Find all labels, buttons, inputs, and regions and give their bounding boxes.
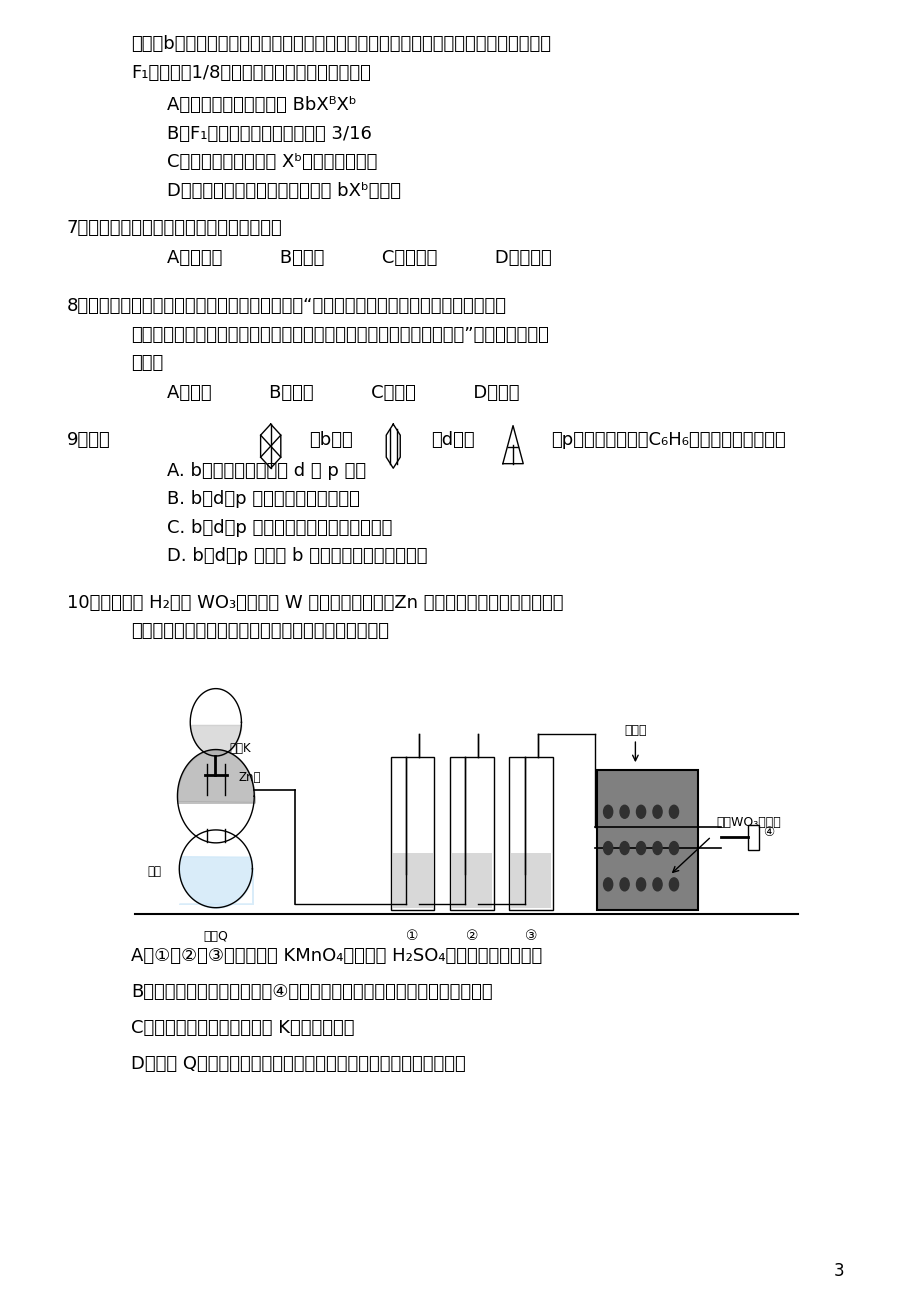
Text: 没食子酸溶液用于吸收少量氧气），下列说法正确的是: 没食子酸溶液用于吸收少量氧气），下列说法正确的是 (130, 622, 389, 641)
Text: 基因（b）为显性，位于常染色体上。现有一只红眼长翅果蜗与一只白眼长翅果蜗交配，: 基因（b）为显性，位于常染色体上。现有一只红眼长翅果蜗与一只白眼长翅果蜗交配， (130, 35, 550, 53)
Text: （d）、: （d）、 (430, 431, 474, 449)
Text: 8．《本草衍义》中对精制碜霜过程有如下叙述：“取碜之法，将生碜就置火上，以器覆之，: 8．《本草衍义》中对精制碜霜过程有如下叙述：“取碜之法，将生碜就置火上，以器覆之… (67, 297, 506, 315)
Circle shape (636, 841, 645, 854)
Circle shape (619, 878, 629, 891)
Circle shape (652, 878, 662, 891)
Text: 3: 3 (833, 1262, 843, 1280)
Text: （b）、: （b）、 (309, 431, 353, 449)
Text: A．亲本雌蜗的基因型是 BbXᴮXᵇ: A．亲本雌蜗的基因型是 BbXᴮXᵇ (167, 96, 357, 115)
Text: C．结束反应时，先关闭活塞 K，再停止加热: C．结束反应时，先关闭活塞 K，再停止加热 (130, 1019, 354, 1038)
Text: 盐酸: 盐酸 (147, 866, 161, 879)
Text: （p）的分子式均为C₆H₆，下列说法正确的是: （p）的分子式均为C₆H₆，下列说法正确的是 (550, 431, 786, 449)
Text: 方法是: 方法是 (130, 354, 163, 372)
Bar (747, 824, 758, 850)
Circle shape (619, 805, 629, 818)
Circle shape (669, 878, 678, 891)
Text: A．蜗馏          B．升华          C．干馏          D．萍取: A．蜗馏 B．升华 C．干馏 D．萍取 (167, 384, 519, 402)
Text: C. b、d、p 均可与酸性高锡酸鯨溶液反应: C. b、d、p 均可与酸性高锡酸鯨溶液反应 (167, 518, 392, 536)
Text: B．F₁中出现长翅雄蜗的概率为 3/16: B．F₁中出现长翅雄蜗的概率为 3/16 (167, 125, 372, 143)
Text: 装置Q: 装置Q (203, 930, 228, 943)
Text: A．尼龙绳          B．宣纸          C．羊绒衫          D．棉衬衣: A．尼龙绳 B．宣纸 C．羊绒衫 D．棉衬衣 (167, 249, 551, 267)
Bar (509, 758, 552, 910)
Text: ①: ① (406, 930, 418, 943)
Circle shape (619, 841, 629, 854)
Text: 管式炉: 管式炉 (623, 724, 646, 737)
Bar (451, 853, 492, 907)
Text: D. b、d、p 中只有 b 的所有原子处于同一平面: D. b、d、p 中只有 b 的所有原子处于同一平面 (167, 547, 427, 565)
Text: C．雌、雄亲本产生含 Xᵇ配子的比例相同: C．雌、雄亲本产生含 Xᵇ配子的比例相同 (167, 154, 378, 171)
Text: 9．已知: 9．已知 (67, 431, 110, 449)
Text: A．①、②、③中依次盛装 KMnO₄溶液、浓 H₂SO₄、焦性没食子酸溶液: A．①、②、③中依次盛装 KMnO₄溶液、浓 H₂SO₄、焦性没食子酸溶液 (130, 947, 541, 965)
Text: ④: ④ (763, 825, 774, 838)
Text: B. b、d、p 的二氯代物均只有三种: B. b、d、p 的二氯代物均只有三种 (167, 491, 360, 508)
Text: 10．实验室用 H₂还原 WO₃制备金属 W 的装置如图所示（Zn 粒中往往含有碳等杂质，焦性: 10．实验室用 H₂还原 WO₃制备金属 W 的装置如图所示（Zn 粒中往往含有… (67, 594, 562, 612)
Text: 令碜烟上飞着覆器，遂凝结累然下垂如乳，尖长者为胜，平短者次之。”文中涉及的操作: 令碜烟上飞着覆器，遂凝结累然下垂如乳，尖长者为胜，平短者次之。”文中涉及的操作 (130, 326, 548, 344)
Circle shape (669, 805, 678, 818)
Circle shape (603, 841, 612, 854)
Text: ②: ② (465, 930, 478, 943)
Bar (390, 758, 434, 910)
Circle shape (636, 805, 645, 818)
Text: A. b的同分异构体只有 d 和 p 两种: A. b的同分异构体只有 d 和 p 两种 (167, 462, 366, 479)
Circle shape (652, 841, 662, 854)
Bar (596, 771, 697, 910)
Text: Zn粒: Zn粒 (238, 771, 261, 784)
Circle shape (603, 805, 612, 818)
Circle shape (669, 841, 678, 854)
Text: F₁雌蜗中朇1/8为白眼残翅，下列叙述错误的是: F₁雌蜗中朇1/8为白眼残翅，下列叙述错误的是 (130, 64, 370, 82)
Bar (511, 853, 550, 907)
Circle shape (652, 805, 662, 818)
Text: 盛有WO₃的瓷舟: 盛有WO₃的瓷舟 (715, 816, 780, 829)
Text: D．装置 Q（启普发生器）也可用于二氧化锄与浓盐酸反应制备氯气: D．装置 Q（启普发生器）也可用于二氧化锄与浓盐酸反应制备氯气 (130, 1056, 465, 1073)
Bar (391, 853, 432, 907)
Text: ③: ③ (525, 930, 537, 943)
Text: B．管式炉加热前，用试管在④处收集气体并点燃，通过声音判断气体纯度: B．管式炉加热前，用试管在④处收集气体并点燃，通过声音判断气体纯度 (130, 983, 492, 1001)
Text: D．白眼残翅雌蜗可形成基因型为 bXᵇ的极体: D．白眼残翅雌蜗可形成基因型为 bXᵇ的极体 (167, 182, 401, 199)
Bar (449, 758, 494, 910)
Circle shape (636, 878, 645, 891)
Text: 7．下列生活用品中主要由合成纤维制造的是: 7．下列生活用品中主要由合成纤维制造的是 (67, 219, 282, 237)
Text: 活塞K: 活塞K (230, 742, 251, 755)
Circle shape (603, 878, 612, 891)
